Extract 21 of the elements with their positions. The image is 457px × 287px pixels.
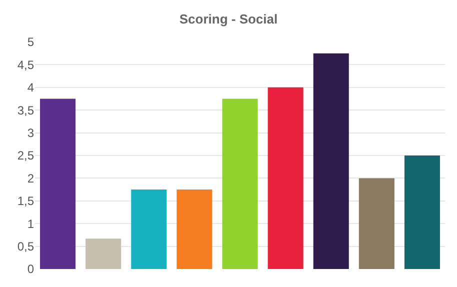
y-tick-label: 3	[27, 126, 34, 140]
bar	[404, 156, 440, 269]
y-tick-label: 2	[27, 171, 34, 186]
y-tick-label: 1,5	[17, 194, 34, 208]
bar	[313, 53, 349, 269]
chart-title: Scoring - Social	[179, 11, 278, 26]
bar	[131, 190, 167, 269]
bar	[176, 190, 212, 269]
y-tick-label: 0	[27, 262, 34, 276]
bar	[358, 178, 394, 269]
y-tick-label: 5	[27, 35, 34, 50]
y-tick-label: 3,5	[17, 103, 34, 118]
y-tick-label: 4,5	[17, 58, 34, 72]
y-tick-label: 4	[27, 80, 34, 95]
bar	[86, 238, 122, 269]
bar	[222, 98, 258, 269]
y-tick-label: 0,5	[17, 240, 34, 254]
bar	[40, 98, 76, 269]
bar	[268, 87, 304, 269]
y-tick-label: 2,5	[17, 148, 34, 163]
y-tick-label: 1	[27, 216, 34, 231]
